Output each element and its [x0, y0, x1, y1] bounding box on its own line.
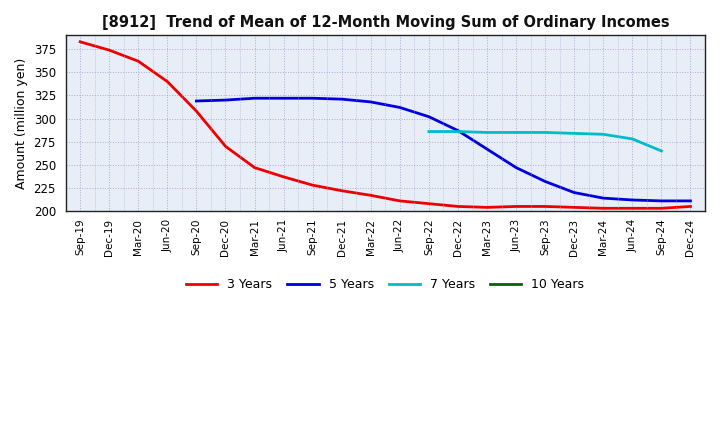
Legend: 3 Years, 5 Years, 7 Years, 10 Years: 3 Years, 5 Years, 7 Years, 10 Years: [181, 273, 590, 296]
Y-axis label: Amount (million yen): Amount (million yen): [15, 58, 28, 189]
Title: [8912]  Trend of Mean of 12-Month Moving Sum of Ordinary Incomes: [8912] Trend of Mean of 12-Month Moving …: [102, 15, 669, 30]
